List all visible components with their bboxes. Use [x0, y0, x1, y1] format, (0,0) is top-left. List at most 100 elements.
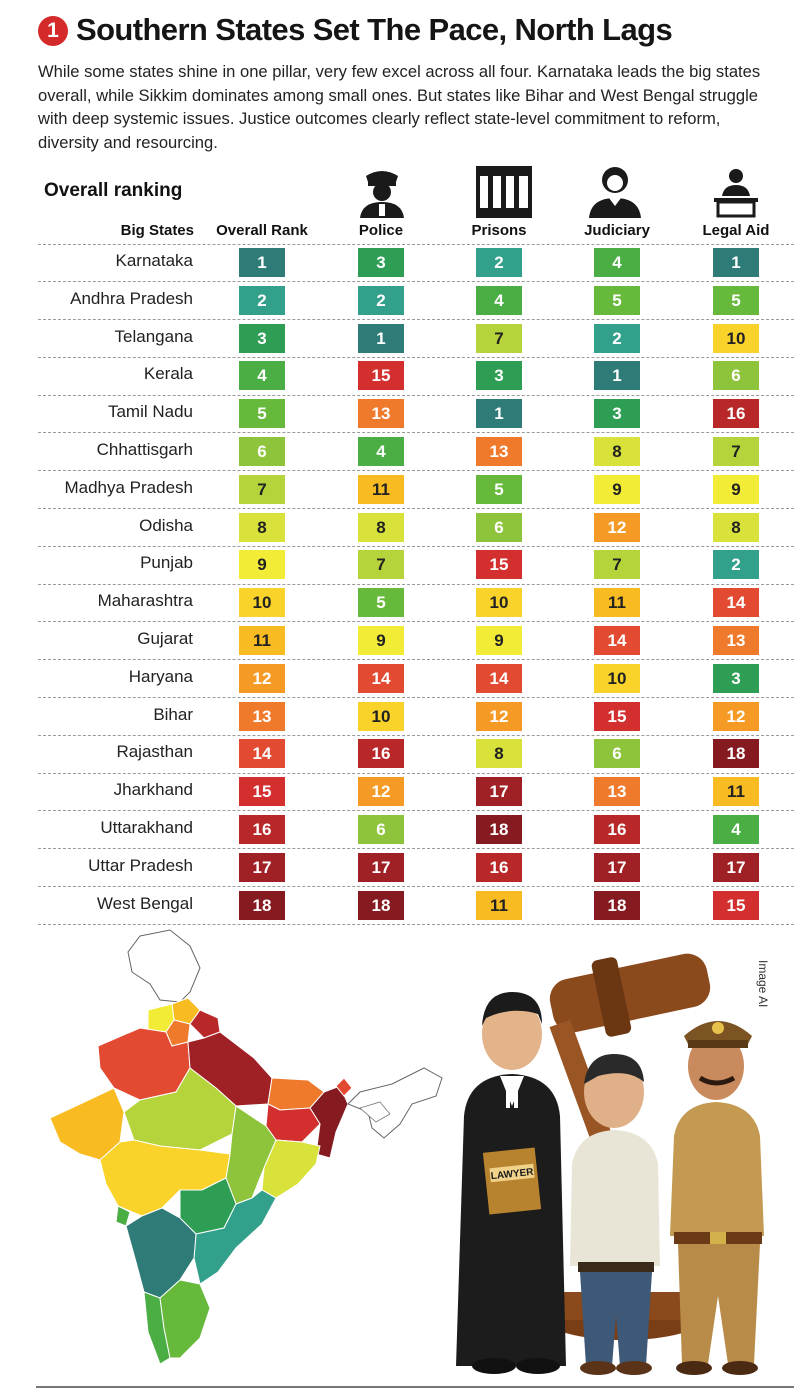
col-header-overall: Overall Rank — [216, 222, 308, 239]
judiciary-rank-cell: 11 — [594, 588, 640, 618]
overall-rank-cell: 4 — [239, 361, 285, 391]
judiciary-rank-cell: 15 — [594, 701, 640, 731]
legal-aid-rank-cell: 5 — [713, 285, 759, 315]
police-rank-cell: 10 — [358, 701, 404, 731]
india-map — [49, 929, 443, 1365]
judiciary-rank-cell: 13 — [594, 777, 640, 807]
table-row: West Bengal 18 18 11 18 15 — [38, 887, 794, 925]
legal-aid-rank-cell: 4 — [713, 815, 759, 844]
legal-aid-rank-cell: 9 — [713, 474, 759, 504]
judiciary-rank-cell: 17 — [594, 852, 640, 882]
state-name: Rajasthan — [116, 742, 193, 762]
prisons-rank-cell: 6 — [476, 512, 522, 542]
table-row: Haryana 12 14 14 10 3 — [38, 660, 794, 699]
state-name: Telangana — [114, 326, 193, 346]
legal-aid-rank-cell: 10 — [713, 323, 759, 353]
overall-rank-cell: 12 — [239, 663, 285, 693]
overall-rank-cell: 14 — [239, 739, 285, 769]
col-header-legal-aid: Legal Aid — [702, 222, 770, 239]
judiciary-rank-cell: 1 — [594, 361, 640, 391]
state-name: Maharashtra — [97, 591, 193, 611]
police-rank-cell: 9 — [358, 626, 404, 655]
overall-rank-cell: 2 — [239, 285, 285, 315]
overall-rank-cell: 16 — [239, 815, 285, 844]
overall-rank-cell: 7 — [239, 474, 285, 504]
state-name: Odisha — [139, 515, 193, 535]
legal-aid-rank-cell: 12 — [713, 701, 759, 731]
judiciary-rank-cell: 5 — [594, 285, 640, 315]
judiciary-rank-cell: 6 — [594, 739, 640, 769]
overall-rank-cell: 17 — [239, 852, 285, 882]
overall-rank-cell: 5 — [239, 399, 285, 429]
table-row: Kerala 4 15 3 1 6 — [38, 357, 794, 396]
prisons-rank-cell: 12 — [476, 701, 522, 731]
overall-rank-cell: 13 — [239, 701, 285, 731]
police-rank-cell: 12 — [358, 777, 404, 807]
table-row: Uttar Pradesh 17 17 16 17 17 — [38, 849, 794, 888]
image-credit: Image AI — [756, 960, 770, 1008]
legal-aid-icon — [714, 169, 758, 218]
judiciary-rank-cell: 9 — [594, 474, 640, 504]
state-name: Andhra Pradesh — [70, 288, 193, 308]
prisons-rank-cell: 17 — [476, 777, 522, 807]
judiciary-rank-cell: 4 — [594, 248, 640, 277]
judiciary-rank-cell: 2 — [594, 323, 640, 353]
table-row: Odisha 8 8 6 12 8 — [38, 509, 794, 547]
legal-aid-rank-cell: 3 — [713, 663, 759, 693]
state-name: Tamil Nadu — [107, 402, 193, 422]
state-name: Madhya Pradesh — [64, 477, 193, 497]
legal-aid-rank-cell: 2 — [713, 550, 759, 580]
legal-aid-rank-cell: 14 — [713, 588, 759, 618]
state-name: Haryana — [128, 666, 193, 686]
police-rank-cell: 13 — [358, 399, 404, 429]
table-row: Chhattisgarh 6 4 13 8 7 — [38, 433, 794, 472]
police-icon — [360, 171, 404, 218]
legal-aid-rank-cell: 13 — [713, 626, 759, 655]
legal-aid-rank-cell: 15 — [713, 890, 759, 920]
prisons-rank-cell: 10 — [476, 588, 522, 618]
state-name: Jharkhand — [113, 780, 193, 800]
police-rank-cell: 18 — [358, 890, 404, 920]
lawyer-book-label: LAWYER — [490, 1167, 534, 1182]
legal-aid-rank-cell: 1 — [713, 248, 759, 277]
legal-aid-rank-cell: 6 — [713, 361, 759, 391]
legal-aid-rank-cell: 8 — [713, 512, 759, 542]
state-name: West Bengal — [96, 893, 193, 913]
prisons-rank-cell: 3 — [476, 361, 522, 391]
police-rank-cell: 1 — [358, 323, 404, 353]
overall-rank-cell: 6 — [239, 437, 285, 466]
overall-rank-cell: 10 — [239, 588, 285, 618]
judiciary-rank-cell: 12 — [594, 512, 640, 542]
police-rank-cell: 5 — [358, 588, 404, 618]
justice-characters-illustration: LAWYER — [456, 953, 764, 1375]
prisons-rank-cell: 13 — [476, 437, 522, 466]
police-rank-cell: 17 — [358, 852, 404, 882]
table-row: Madhya Pradesh 7 11 5 9 9 — [38, 471, 794, 510]
police-rank-cell: 16 — [358, 739, 404, 769]
judiciary-rank-cell: 18 — [594, 890, 640, 920]
page-title: Southern States Set The Pace, North Lags — [76, 12, 673, 47]
prisons-rank-cell: 2 — [476, 248, 522, 277]
prisons-rank-cell: 14 — [476, 663, 522, 693]
table-row: Karnataka 1 3 2 4 1 — [38, 244, 794, 283]
judge-icon — [589, 167, 641, 218]
prisons-rank-cell: 5 — [476, 474, 522, 504]
table-row: Maharashtra 10 5 10 11 14 — [38, 584, 794, 623]
prisons-rank-cell: 16 — [476, 852, 522, 882]
table-row: Bihar 13 10 12 15 12 — [38, 698, 794, 736]
prisons-rank-cell: 1 — [476, 399, 522, 429]
table-row: Tamil Nadu 5 13 1 3 16 — [38, 395, 794, 434]
common-man-figure — [570, 1054, 660, 1375]
col-header-judiciary: Judiciary — [584, 222, 650, 239]
state-name: Punjab — [140, 553, 193, 573]
prison-bars-icon — [476, 166, 532, 218]
police-rank-cell: 15 — [358, 361, 404, 391]
prisons-rank-cell: 11 — [476, 890, 522, 920]
table-row: Uttarakhand 16 6 18 16 4 — [38, 811, 794, 850]
judiciary-rank-cell: 7 — [594, 550, 640, 580]
police-rank-cell: 3 — [358, 248, 404, 277]
state-name: Uttar Pradesh — [88, 855, 193, 875]
police-rank-cell: 2 — [358, 285, 404, 315]
legal-aid-rank-cell: 11 — [713, 777, 759, 807]
state-name: Bihar — [153, 704, 193, 724]
